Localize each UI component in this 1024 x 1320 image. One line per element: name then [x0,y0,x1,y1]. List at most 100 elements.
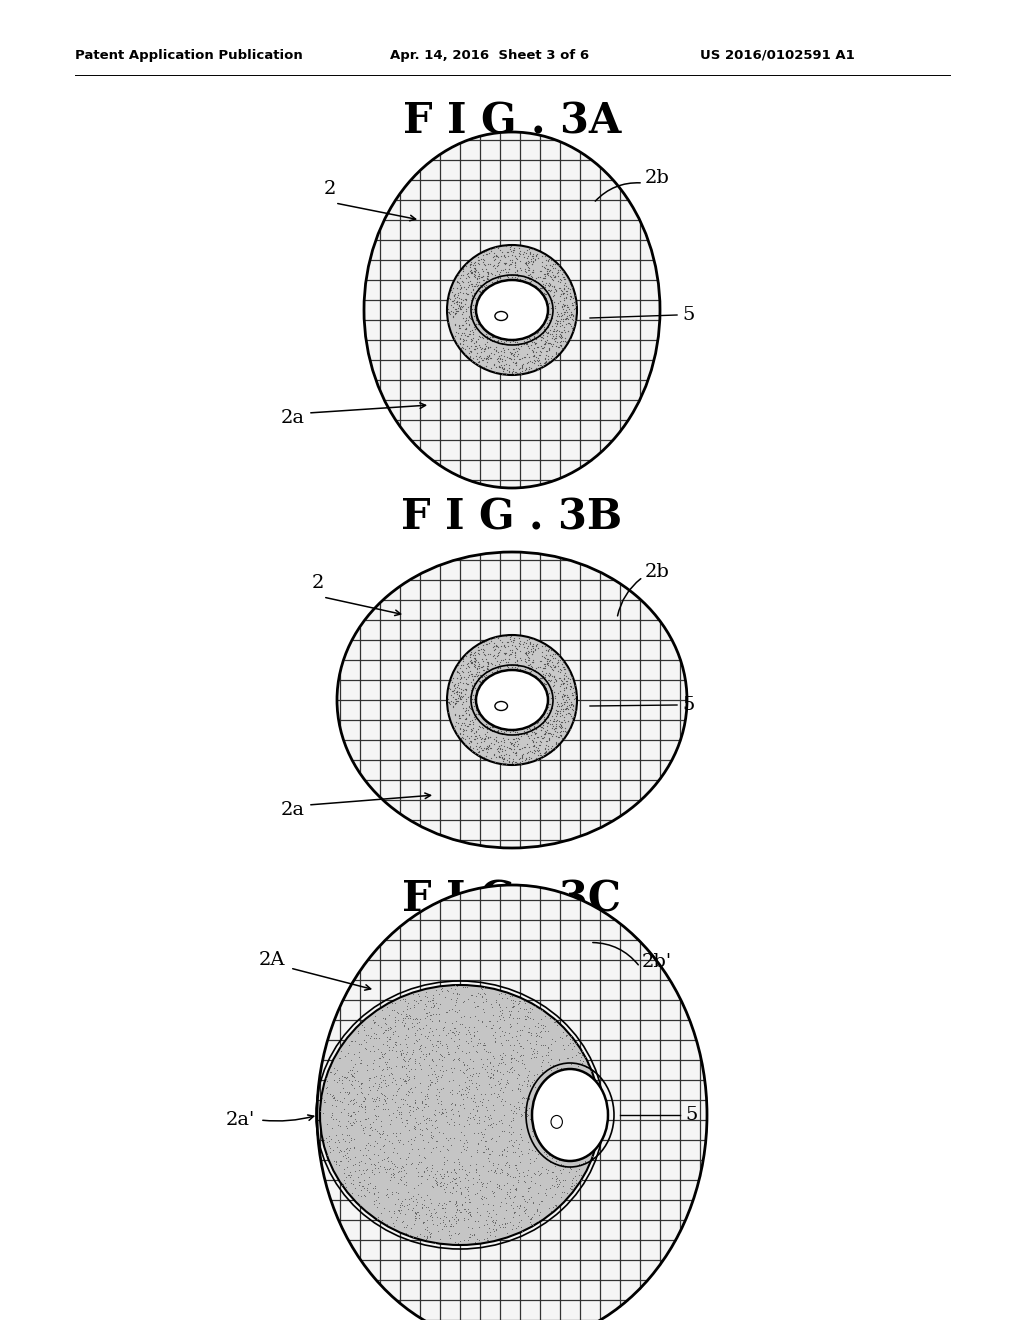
Point [459,264,475,285]
Point [553,711,569,733]
Point [525,346,542,367]
Point [470,995,486,1016]
Point [527,351,544,372]
Point [441,693,458,714]
Point [529,244,546,265]
Point [517,252,534,273]
Point [537,1094,553,1115]
Point [492,1196,508,1217]
Point [359,1059,376,1080]
Point [496,342,512,363]
Point [467,1162,483,1183]
Point [507,246,523,267]
Point [402,1100,419,1121]
Point [412,1019,428,1040]
Point [323,1129,339,1150]
Point [479,722,496,743]
Point [459,317,475,338]
Point [577,1119,593,1140]
Point [467,665,483,686]
Point [494,631,510,652]
Point [471,643,487,664]
Point [367,1118,383,1139]
Point [556,294,572,315]
Point [446,1111,463,1133]
Point [543,319,559,341]
Point [399,1018,416,1039]
Point [558,308,574,329]
Point [569,1105,586,1126]
Point [524,642,541,663]
Point [456,1133,472,1154]
Point [467,257,483,279]
Point [442,1224,459,1245]
Point [555,1022,571,1043]
Point [520,656,537,677]
Point [458,301,474,322]
Point [508,744,524,766]
Point [563,1061,580,1082]
Point [446,673,463,694]
Point [355,1090,372,1111]
Point [505,338,521,359]
Point [503,240,519,261]
Point [543,671,559,692]
Point [502,1093,518,1114]
Point [396,1015,413,1036]
Point [492,347,508,368]
Point [534,705,550,726]
Text: 2a: 2a [281,409,305,426]
Point [567,680,584,701]
Point [451,1106,467,1127]
Point [458,702,474,723]
Point [529,706,546,727]
Point [529,317,546,338]
Point [469,1032,485,1053]
Point [451,1100,467,1121]
Point [426,995,442,1016]
Point [456,1055,472,1076]
Point [387,1015,403,1036]
Point [525,243,542,264]
Point [446,1209,463,1230]
Point [503,348,519,370]
Point [557,659,573,680]
Point [364,1159,380,1180]
Text: 2A: 2A [258,950,285,969]
Point [398,1171,415,1192]
Point [440,301,457,322]
Point [532,680,549,701]
Point [560,1047,577,1068]
Point [482,631,499,652]
Point [376,1085,392,1106]
Point [502,644,518,665]
Point [521,1088,538,1109]
Point [458,279,474,300]
Point [462,1192,478,1213]
Point [514,358,530,379]
Point [483,1084,500,1105]
Point [547,1090,563,1111]
Point [498,1193,514,1214]
Point [419,1228,435,1249]
Point [453,1183,469,1204]
Point [407,1024,423,1045]
Point [440,981,457,1002]
Point [328,1154,344,1175]
Point [487,1114,504,1135]
Point [546,667,562,688]
Point [474,1011,490,1032]
Point [429,1171,445,1192]
Point [452,279,468,300]
Point [346,1147,362,1168]
Point [475,1193,492,1214]
Point [339,1081,355,1102]
Point [499,1072,515,1093]
Point [504,1027,520,1048]
Point [432,1044,449,1065]
Point [510,723,526,744]
Point [332,1150,348,1171]
Point [459,1139,475,1160]
Point [462,255,478,276]
Point [562,1115,579,1137]
